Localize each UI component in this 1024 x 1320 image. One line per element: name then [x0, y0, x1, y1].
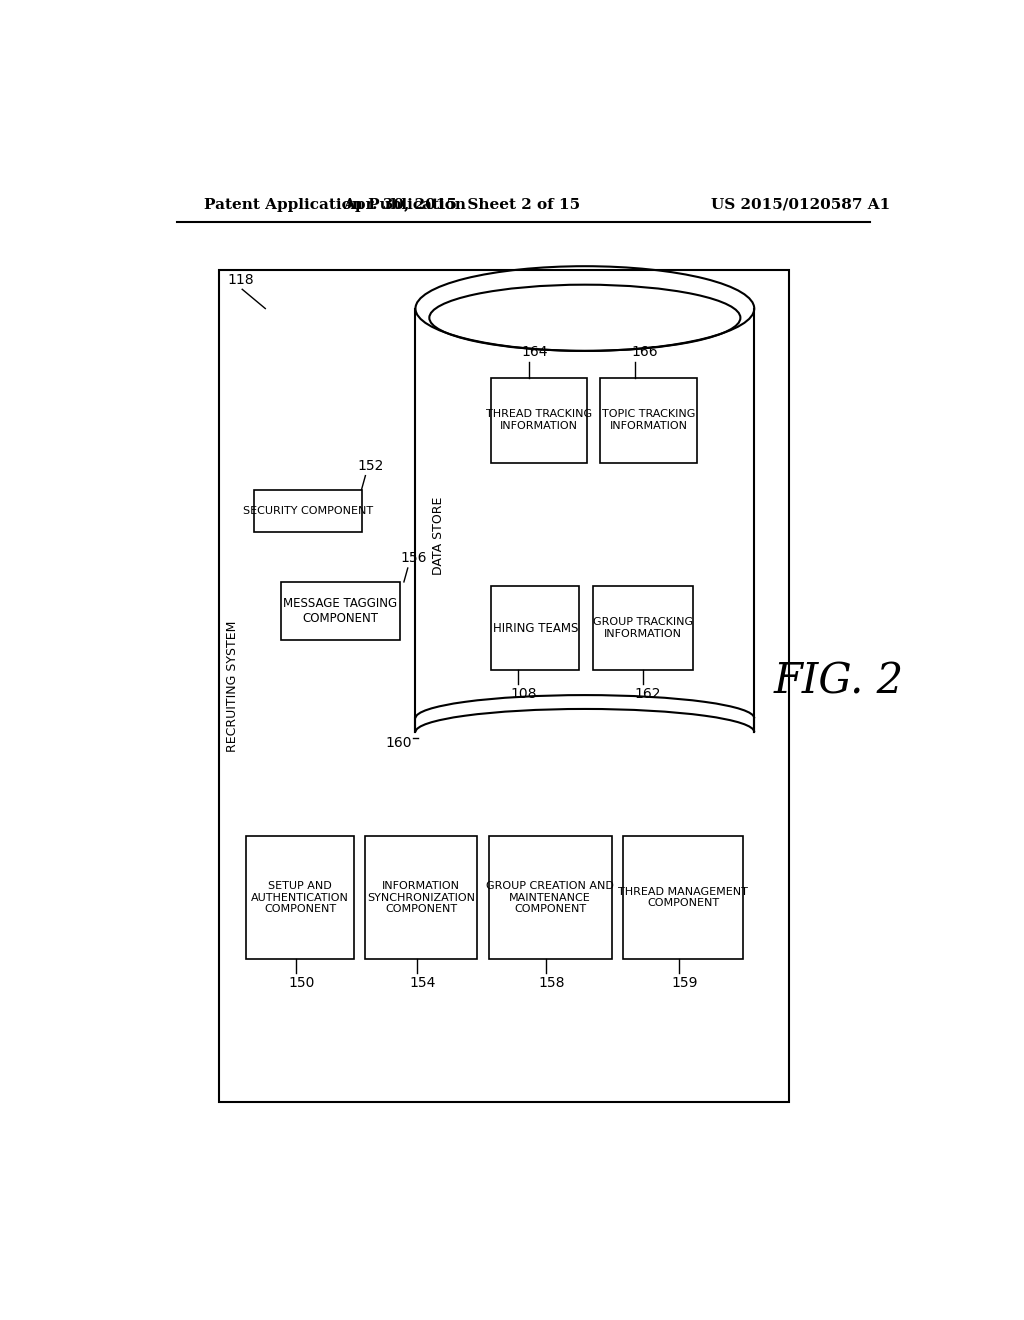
Bar: [366, 836, 477, 960]
Text: 160: 160: [385, 737, 412, 750]
Text: 156: 156: [400, 550, 427, 565]
Text: 159: 159: [672, 977, 698, 990]
Bar: [246, 836, 354, 960]
Text: THREAD MANAGEMENT
COMPONENT: THREAD MANAGEMENT COMPONENT: [618, 887, 748, 908]
Text: 152: 152: [357, 458, 384, 473]
Text: DATA STORE: DATA STORE: [432, 496, 445, 576]
Bar: [488, 836, 611, 960]
Bar: [490, 378, 587, 462]
Text: Apr. 30, 2015  Sheet 2 of 15: Apr. 30, 2015 Sheet 2 of 15: [343, 198, 581, 211]
Text: US 2015/0120587 A1: US 2015/0120587 A1: [711, 198, 890, 211]
Text: GROUP TRACKING
INFORMATION: GROUP TRACKING INFORMATION: [593, 618, 692, 639]
Bar: [624, 836, 742, 960]
Text: MESSAGE TAGGING
COMPONENT: MESSAGE TAGGING COMPONENT: [284, 597, 397, 624]
Text: TOPIC TRACKING
INFORMATION: TOPIC TRACKING INFORMATION: [602, 409, 695, 432]
Bar: [490, 586, 580, 671]
Text: THREAD TRACKING
INFORMATION: THREAD TRACKING INFORMATION: [486, 409, 592, 432]
Bar: [281, 582, 400, 640]
Text: HIRING TEAMS: HIRING TEAMS: [493, 622, 578, 635]
Text: 162: 162: [635, 688, 662, 701]
Text: 166: 166: [631, 345, 657, 359]
Text: 108: 108: [510, 688, 537, 701]
Bar: [600, 378, 696, 462]
Bar: [219, 271, 788, 1102]
Text: INFORMATION
SYNCHRONIZATION
COMPONENT: INFORMATION SYNCHRONIZATION COMPONENT: [368, 880, 475, 915]
Text: SETUP AND
AUTHENTICATION
COMPONENT: SETUP AND AUTHENTICATION COMPONENT: [251, 880, 349, 915]
Text: 164: 164: [521, 345, 548, 359]
Text: 150: 150: [289, 977, 314, 990]
Text: RECRUITING SYSTEM: RECRUITING SYSTEM: [226, 620, 240, 751]
Text: FIG. 2: FIG. 2: [774, 661, 904, 704]
Text: 158: 158: [539, 977, 565, 990]
Text: GROUP CREATION AND
MAINTENANCE
COMPONENT: GROUP CREATION AND MAINTENANCE COMPONENT: [486, 880, 614, 915]
Text: Patent Application Publication: Patent Application Publication: [204, 198, 466, 211]
Text: SECURITY COMPONENT: SECURITY COMPONENT: [243, 506, 373, 516]
Text: 118: 118: [227, 273, 254, 286]
Text: 154: 154: [410, 977, 436, 990]
Bar: [254, 490, 361, 532]
Bar: [593, 586, 692, 671]
